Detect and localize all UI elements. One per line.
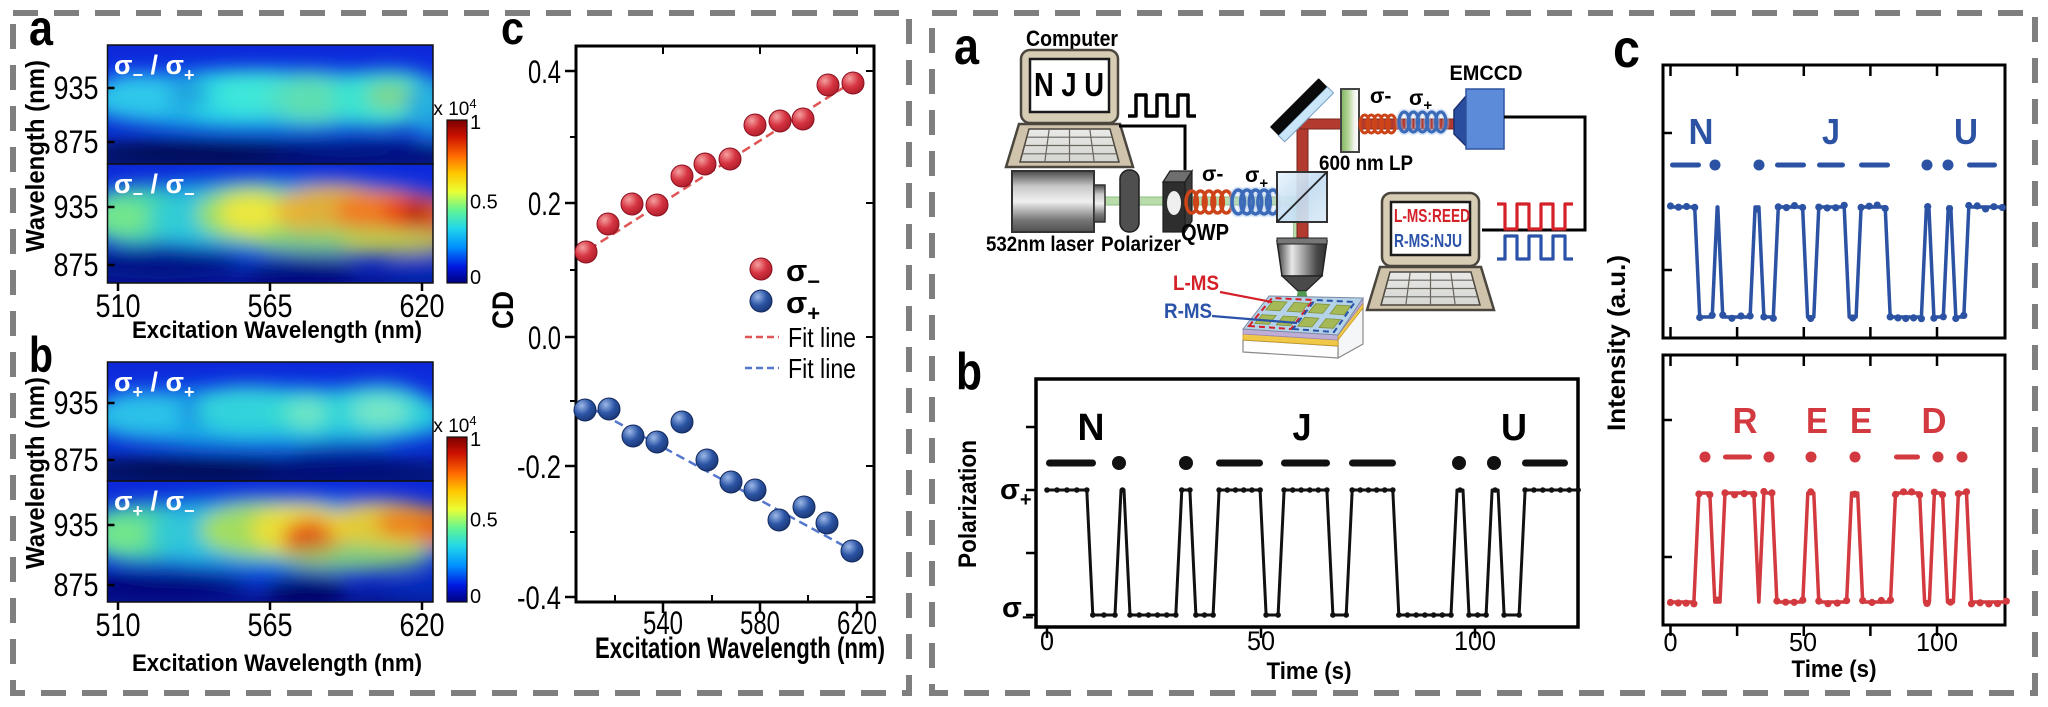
- svg-text:QWP: QWP: [1181, 219, 1229, 245]
- svg-text:580: 580: [740, 605, 780, 641]
- svg-text:565: 565: [248, 607, 293, 643]
- svg-text:0: 0: [470, 586, 481, 608]
- svg-text:c: c: [501, 2, 524, 54]
- svg-text:R-MS:NJU: R-MS:NJU: [1394, 231, 1462, 251]
- svg-text:875: 875: [54, 442, 99, 478]
- svg-text:J: J: [1293, 407, 1312, 449]
- svg-text:E: E: [1806, 400, 1828, 441]
- svg-text:Time (s): Time (s): [1267, 658, 1352, 685]
- svg-text:L-MS: L-MS: [1173, 272, 1219, 295]
- svg-text:620: 620: [400, 288, 445, 324]
- svg-text:1: 1: [470, 429, 481, 451]
- svg-text:875: 875: [54, 247, 99, 283]
- svg-text:σ− / σ+: σ− / σ+: [114, 50, 195, 85]
- svg-text:935: 935: [54, 189, 99, 225]
- svg-text:Computer: Computer: [1026, 26, 1118, 51]
- svg-text:σ+ / σ−: σ+ / σ−: [114, 486, 195, 521]
- svg-text:Excitation Wavelength (nm): Excitation Wavelength (nm): [132, 317, 422, 344]
- svg-text:935: 935: [54, 385, 99, 421]
- svg-text:Time (s): Time (s): [1792, 656, 1877, 683]
- svg-text:565: 565: [248, 288, 293, 324]
- svg-text:D: D: [1922, 400, 1947, 441]
- svg-text:Wavelength (nm): Wavelength (nm): [20, 60, 50, 252]
- svg-text:E: E: [1850, 400, 1872, 441]
- svg-text:100: 100: [1916, 627, 1958, 657]
- svg-text:N: N: [1689, 111, 1714, 152]
- svg-text:50: 50: [1789, 627, 1817, 657]
- svg-text:b: b: [956, 343, 982, 401]
- svg-text:σ-: σ-: [1370, 85, 1391, 108]
- svg-text:U: U: [1501, 407, 1527, 449]
- svg-text:935: 935: [54, 507, 99, 543]
- svg-text:935: 935: [54, 70, 99, 106]
- svg-text:Polarizer: Polarizer: [1101, 233, 1181, 256]
- svg-text:-0.4: -0.4: [517, 580, 561, 616]
- svg-text:620: 620: [400, 607, 445, 643]
- svg-text:L-MS:REED: L-MS:REED: [1394, 206, 1470, 226]
- svg-text:532nm laser: 532nm laser: [986, 233, 1094, 256]
- svg-text:R-MS: R-MS: [1164, 300, 1212, 323]
- svg-text:50: 50: [1247, 626, 1275, 656]
- svg-text:875: 875: [54, 124, 99, 160]
- svg-text:1: 1: [470, 112, 481, 134]
- svg-text:0.5: 0.5: [470, 192, 498, 214]
- svg-text:510: 510: [96, 607, 141, 643]
- svg-text:0.2: 0.2: [528, 186, 561, 222]
- svg-text:620: 620: [837, 605, 877, 641]
- svg-text:U: U: [1954, 111, 1978, 152]
- svg-text:Intensity (a.u.): Intensity (a.u.): [1603, 255, 1631, 431]
- svg-text:0: 0: [1664, 627, 1678, 657]
- svg-text:0: 0: [470, 267, 481, 289]
- svg-text:Polarization: Polarization: [954, 440, 982, 568]
- svg-text:b: b: [29, 327, 53, 383]
- svg-text:0.4: 0.4: [528, 54, 561, 90]
- svg-text:EMCCD: EMCCD: [1450, 62, 1523, 85]
- svg-text:c: c: [1613, 19, 1640, 79]
- svg-text:875: 875: [54, 567, 99, 603]
- svg-text:Excitation Wavelength (nm): Excitation Wavelength (nm): [132, 650, 422, 677]
- svg-text:R: R: [1733, 400, 1758, 441]
- svg-text:CD: CD: [487, 291, 520, 329]
- svg-text:σ+ / σ+: σ+ / σ+: [114, 367, 195, 402]
- svg-text:0: 0: [1040, 626, 1054, 656]
- svg-text:600 nm LP: 600 nm LP: [1319, 152, 1413, 175]
- svg-text:Fit line: Fit line: [788, 322, 856, 353]
- svg-text:N: N: [1078, 407, 1105, 449]
- svg-text:J: J: [1822, 111, 1840, 152]
- svg-text:Wavelength (nm): Wavelength (nm): [20, 377, 50, 569]
- svg-text:N J U: N J U: [1034, 66, 1104, 103]
- svg-text:0.0: 0.0: [528, 320, 561, 356]
- svg-text:σ-: σ-: [1202, 163, 1223, 186]
- svg-text:0.5: 0.5: [470, 510, 498, 532]
- svg-text:Fit line: Fit line: [788, 353, 856, 384]
- svg-text:Excitation Wavelength (nm): Excitation Wavelength (nm): [595, 632, 885, 665]
- svg-text:a: a: [954, 18, 980, 76]
- svg-text:-0.2: -0.2: [517, 449, 561, 485]
- svg-text:a: a: [29, 0, 54, 56]
- svg-text:540: 540: [643, 605, 683, 641]
- svg-text:510: 510: [96, 288, 141, 324]
- svg-text:σ− / σ−: σ− / σ−: [114, 169, 195, 204]
- svg-text:100: 100: [1454, 626, 1496, 656]
